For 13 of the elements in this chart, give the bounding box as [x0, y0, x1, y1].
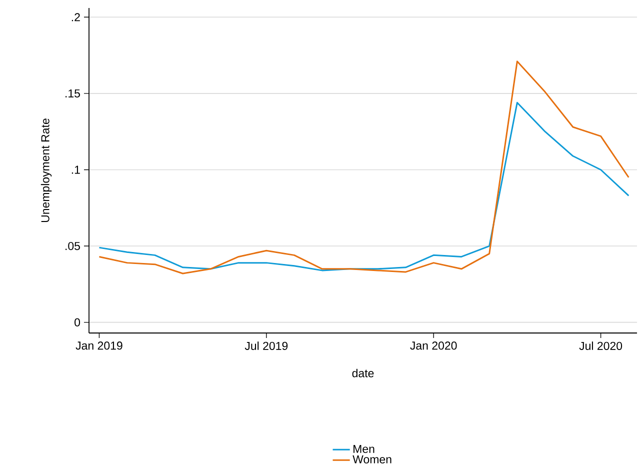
y-tick-label: .2 [72, 13, 80, 22]
y-tick-label: 0 [74, 318, 80, 326]
x-tick-label: Jul 2020 [579, 342, 622, 350]
x-tick-label: Jan 2020 [410, 342, 457, 350]
legend-label: Women [352, 455, 392, 464]
y-tick-label: .05 [66, 242, 80, 250]
y-tick-label: .1 [72, 166, 80, 174]
x-tick-label: Jul 2019 [244, 342, 288, 350]
x-tick-label: Jan 2019 [76, 342, 122, 350]
x-axis-title: date [352, 368, 374, 378]
legend-label: Men [354, 444, 374, 453]
y-axis-title: Unemployment Rate [40, 118, 52, 222]
y-tick-label: .15 [66, 89, 80, 98]
